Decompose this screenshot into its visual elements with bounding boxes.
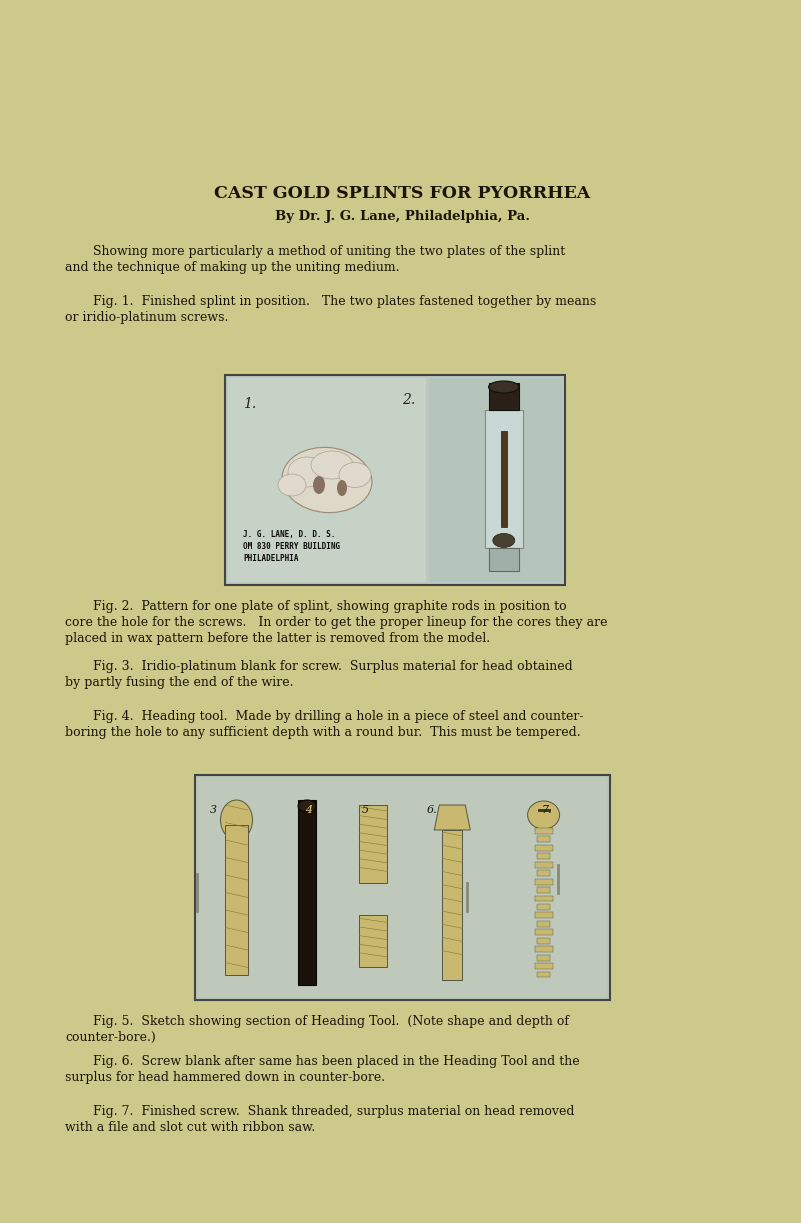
Bar bbox=[534, 929, 553, 936]
Ellipse shape bbox=[337, 479, 347, 497]
Text: placed in wax pattern before the latter is removed from the model.: placed in wax pattern before the latter … bbox=[65, 632, 490, 645]
Bar bbox=[485, 410, 523, 548]
Text: 5: 5 bbox=[362, 805, 369, 815]
Ellipse shape bbox=[282, 448, 372, 512]
Bar bbox=[537, 938, 550, 944]
Bar bbox=[537, 971, 550, 977]
Bar bbox=[534, 845, 553, 851]
Bar bbox=[537, 854, 550, 860]
Text: 7.: 7. bbox=[541, 805, 552, 815]
Text: counter-bore.): counter-bore.) bbox=[65, 1031, 155, 1044]
Bar bbox=[537, 871, 550, 876]
Bar bbox=[534, 947, 553, 953]
Ellipse shape bbox=[278, 475, 306, 497]
Ellipse shape bbox=[339, 462, 371, 488]
Text: J. G. LANE, D. D. S.: J. G. LANE, D. D. S. bbox=[243, 530, 336, 539]
Bar bbox=[225, 375, 565, 585]
Bar bbox=[360, 805, 388, 883]
Ellipse shape bbox=[220, 800, 252, 840]
Text: 3: 3 bbox=[210, 805, 217, 815]
Bar bbox=[534, 895, 553, 901]
Bar bbox=[489, 383, 519, 410]
Text: By Dr. J. G. Lane, Philadelphia, Pa.: By Dr. J. G. Lane, Philadelphia, Pa. bbox=[275, 210, 530, 223]
Bar bbox=[534, 878, 553, 884]
Text: and the technique of making up the uniting medium.: and the technique of making up the uniti… bbox=[65, 260, 400, 274]
Bar bbox=[537, 904, 550, 910]
Ellipse shape bbox=[288, 457, 326, 487]
Bar bbox=[225, 826, 248, 975]
Bar bbox=[489, 548, 519, 571]
Text: 6.: 6. bbox=[427, 805, 437, 815]
Bar bbox=[298, 800, 316, 985]
Bar bbox=[534, 862, 553, 867]
Text: PHILADELPHIA: PHILADELPHIA bbox=[243, 554, 299, 563]
Bar bbox=[195, 775, 610, 1000]
Bar bbox=[429, 378, 562, 582]
Text: Showing more particularly a method of uniting the two plates of the splint: Showing more particularly a method of un… bbox=[93, 245, 566, 258]
Text: OM 830 PERRY BUILDING: OM 830 PERRY BUILDING bbox=[243, 542, 340, 552]
Bar bbox=[442, 830, 462, 980]
Ellipse shape bbox=[493, 533, 515, 548]
Bar bbox=[534, 828, 553, 834]
Text: with a file and slot cut with ribbon saw.: with a file and slot cut with ribbon saw… bbox=[65, 1121, 316, 1134]
Text: core the hole for the screws.   In order to get the proper lineup for the cores : core the hole for the screws. In order t… bbox=[65, 616, 607, 629]
Bar bbox=[534, 963, 553, 969]
Bar bbox=[537, 887, 550, 893]
Ellipse shape bbox=[313, 476, 325, 494]
Bar bbox=[537, 955, 550, 960]
Bar bbox=[198, 778, 607, 997]
Text: CAST GOLD SPLINTS FOR PYORRHEA: CAST GOLD SPLINTS FOR PYORRHEA bbox=[215, 185, 590, 202]
Text: 1.: 1. bbox=[243, 397, 256, 411]
Ellipse shape bbox=[528, 801, 560, 829]
Bar bbox=[228, 378, 562, 582]
Bar bbox=[228, 378, 426, 582]
Text: Fig. 7.  Finished screw.  Shank threaded, surplus material on head removed: Fig. 7. Finished screw. Shank threaded, … bbox=[93, 1106, 574, 1118]
Text: boring the hole to any sufficient depth with a round bur.  This must be tempered: boring the hole to any sufficient depth … bbox=[65, 726, 581, 739]
Text: Fig. 3.  Iridio-platinum blank for screw.  Surplus material for head obtained: Fig. 3. Iridio-platinum blank for screw.… bbox=[93, 660, 573, 673]
Ellipse shape bbox=[311, 451, 353, 479]
Bar bbox=[534, 912, 553, 918]
Text: Fig. 6.  Screw blank after same has been placed in the Heading Tool and the: Fig. 6. Screw blank after same has been … bbox=[93, 1055, 580, 1068]
Ellipse shape bbox=[298, 800, 316, 812]
Bar bbox=[537, 837, 550, 843]
Text: by partly fusing the end of the wire.: by partly fusing the end of the wire. bbox=[65, 676, 293, 689]
Bar bbox=[537, 921, 550, 927]
Text: Fig. 1.  Finished splint in position.   The two plates fastened together by mean: Fig. 1. Finished splint in position. The… bbox=[93, 295, 596, 308]
Text: Fig. 2.  Pattern for one plate of splint, showing graphite rods in position to: Fig. 2. Pattern for one plate of splint,… bbox=[93, 600, 566, 613]
Text: Fig. 5.  Sketch showing section of Heading Tool.  (Note shape and depth of: Fig. 5. Sketch showing section of Headin… bbox=[93, 1015, 569, 1029]
Bar bbox=[198, 778, 607, 997]
Ellipse shape bbox=[489, 382, 519, 393]
Bar bbox=[360, 915, 388, 966]
Bar bbox=[501, 430, 507, 527]
Polygon shape bbox=[434, 805, 470, 830]
Text: 2.: 2. bbox=[402, 393, 415, 407]
Text: Fig. 4.  Heading tool.  Made by drilling a hole in a piece of steel and counter-: Fig. 4. Heading tool. Made by drilling a… bbox=[93, 711, 583, 723]
Text: surplus for head hammered down in counter-bore.: surplus for head hammered down in counte… bbox=[65, 1071, 385, 1084]
Text: 4: 4 bbox=[305, 805, 312, 815]
Text: or iridio-platinum screws.: or iridio-platinum screws. bbox=[65, 311, 228, 324]
